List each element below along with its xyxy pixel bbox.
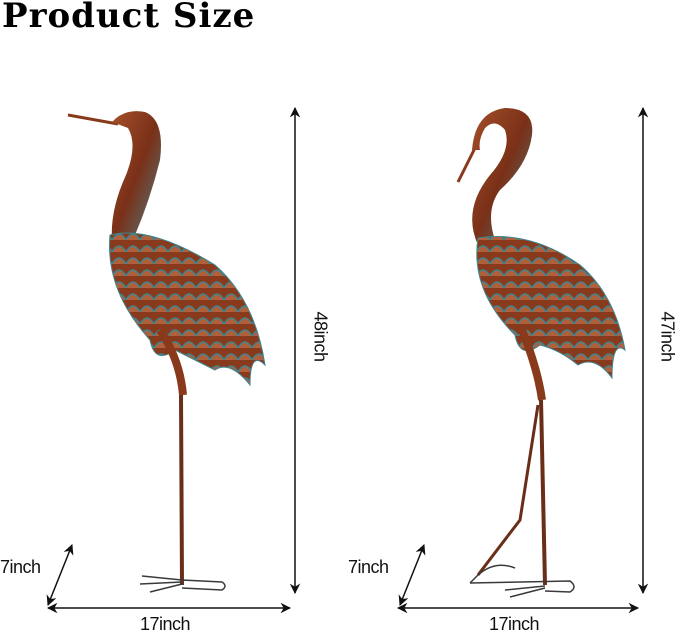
right-depth-label: 7inch — [348, 557, 389, 577]
page-title: Product Size — [2, 0, 256, 36]
left-crane-leg — [179, 394, 184, 586]
right-depth-arrow — [398, 544, 426, 606]
right-crane-leg-back — [476, 404, 540, 576]
right-width-label: 17inch — [489, 614, 540, 634]
left-width-label: 17inch — [140, 614, 191, 634]
right-crane-neck — [472, 108, 533, 245]
left-crane-beak — [67, 113, 119, 126]
right-crane-body — [476, 236, 626, 380]
left-crane-feet — [139, 575, 226, 593]
left-depth-arrow — [46, 544, 74, 606]
right-crane-leg-standing — [539, 399, 547, 586]
left-height-label: 48inch — [310, 311, 331, 362]
left-crane — [67, 111, 266, 593]
left-depth-label: 7inch — [0, 557, 41, 577]
left-crane-neck — [111, 111, 161, 240]
right-crane — [456, 108, 626, 598]
right-crane-feet — [469, 564, 575, 598]
left-crane-body — [109, 232, 266, 387]
right-height-label: 47inch — [657, 311, 678, 362]
